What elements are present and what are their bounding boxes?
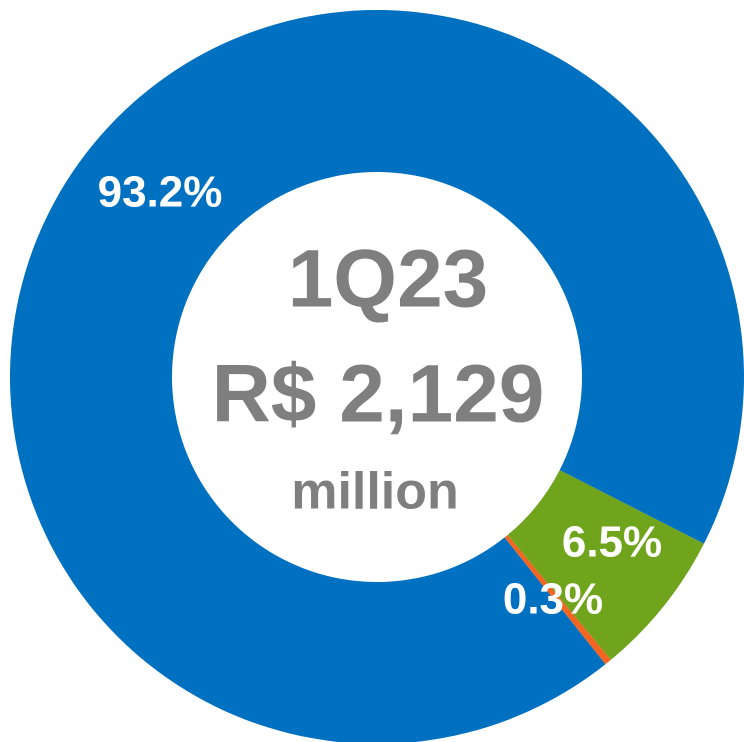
value-label: 6.5% [562, 518, 662, 567]
slices [10, 10, 744, 742]
value-label: 0.3% [503, 575, 603, 624]
slice [504, 535, 611, 665]
slice [507, 470, 704, 660]
center-value: R$ 2,129 [212, 349, 545, 440]
center-unit: million [291, 463, 459, 521]
slice [10, 10, 744, 742]
value-label: 93.2% [98, 168, 223, 217]
center-title: 1Q23 [288, 234, 489, 325]
